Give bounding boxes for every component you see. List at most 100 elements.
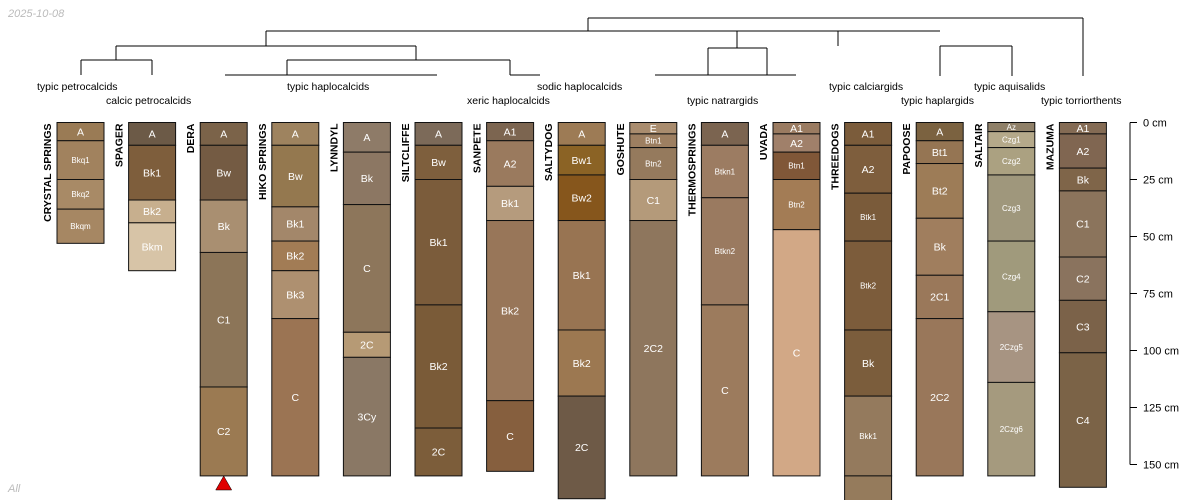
depth-tick-label: 0 cm — [1143, 118, 1167, 130]
horizon-label: 2C — [360, 340, 374, 352]
profile-thermosprings: A Btkn1 Btkn2 C THERMOSPRINGS — [686, 122, 749, 477]
horizon-label: Bk2 — [429, 361, 447, 373]
horizon-label: Bw1 — [571, 155, 592, 167]
horizon-label: A1 — [790, 123, 803, 135]
horizon-bt2 — [915, 163, 964, 219]
horizon-label: Bk — [1077, 174, 1090, 186]
profile-name: HIKO SPRINGS — [257, 124, 269, 200]
horizon-label: A — [77, 126, 84, 138]
horizon-label: Bk1 — [573, 270, 591, 282]
horizon-c3 — [1058, 299, 1107, 354]
soil-profiles: A Bkq1 Bkq2 Bkqm CRYSTAL SPRINGS A Bk1 Bk2 Bkm SP… — [42, 122, 1107, 500]
profile-mazuma: A1 A2 Bk C1 C2 C3 C4 MAZUMA — [1044, 122, 1107, 488]
horizon-2c2 — [915, 318, 964, 477]
horizon-label: Bk1 — [286, 219, 304, 231]
horizon-bk1 — [557, 220, 606, 331]
horizon-label: Bk3 — [286, 289, 304, 301]
horizon-label: A1 — [1076, 123, 1089, 135]
horizon-czg2 — [987, 147, 1036, 176]
profile-siltcliffe: A Bw Bk1 Bk2 2C SILTCLIFFE — [400, 122, 463, 477]
group-label: typic haplocalcids — [287, 81, 369, 93]
horizon-label: C4 — [1076, 415, 1090, 427]
horizon-label: 2Czg6 — [1000, 425, 1024, 434]
horizon-label: A — [721, 129, 728, 141]
horizon-btn2 — [772, 179, 821, 231]
horizon-label: Bk2 — [143, 206, 161, 218]
horizon-label: Bw — [216, 167, 231, 179]
horizon-label: A — [578, 129, 585, 141]
horizon-2c — [342, 331, 391, 358]
horizon-label: Czg4 — [1002, 272, 1021, 281]
profile-name: CRYSTAL SPRINGS — [42, 124, 54, 222]
horizon-bk1 — [414, 179, 463, 306]
group-label: typic haplargids — [901, 95, 974, 107]
horizon-label: Btn2 — [788, 200, 805, 209]
horizon-bk — [844, 329, 893, 397]
group-label: typic calciargids — [829, 81, 903, 93]
profile-saltydog: A Bw1 Bw2 Bk1 Bk2 2C SALTYDOG — [543, 122, 606, 500]
horizon-label: C — [721, 385, 729, 397]
horizon-label: Czg3 — [1002, 204, 1021, 213]
profile-goshute: E Btn1 Btn2 C1 2C2 GOSHUTE — [615, 122, 678, 477]
horizon-label: Az — [1007, 123, 1016, 132]
profile-name: UVADA — [758, 123, 770, 160]
horizon-label: Btkn1 — [715, 167, 736, 176]
horizon-label: A2 — [1076, 146, 1089, 158]
horizon-label: Bk1 — [143, 167, 161, 179]
horizon-label: Bkk1 — [859, 432, 877, 441]
horizon-bk — [199, 199, 248, 253]
horizon-label: 2Czg5 — [1000, 343, 1024, 352]
horizon-c — [486, 400, 535, 472]
horizon-2c — [557, 395, 606, 500]
group-label: typic aquisalids — [974, 81, 1045, 93]
horizon-3cy — [342, 356, 391, 477]
horizon-label: Btn2 — [645, 159, 662, 168]
horizon-unlabeled — [844, 475, 893, 500]
horizon-bkqm — [56, 208, 105, 244]
horizon-label: Bk2 — [573, 358, 591, 370]
horizon-bk2 — [486, 220, 535, 402]
profile-name: MAZUMA — [1044, 123, 1056, 170]
horizon-label: 3Cy — [358, 411, 377, 423]
horizon-btkn2 — [700, 197, 749, 306]
profile-spager: A Bk1 Bk2 Bkm SPAGER — [114, 122, 177, 272]
horizon-label: Bk — [218, 221, 231, 233]
horizon-label: Btn1 — [788, 162, 805, 171]
horizon-label: Btn1 — [645, 137, 662, 146]
group-label: typic natrargids — [687, 95, 758, 107]
horizon-bw2 — [557, 174, 606, 222]
horizon-btk2 — [844, 240, 893, 331]
horizon-label: 2C1 — [930, 292, 949, 304]
profile-threedogs: A1 A2 Btk1 Btk2 Bk Bkk1 THREEDOGS — [830, 122, 893, 500]
depth-tick-label: 25 cm — [1143, 175, 1173, 187]
horizon-label: Bk — [361, 173, 374, 185]
dendrogram: typic petrocalcids calcic petrocalcids typ… — [37, 17, 1122, 107]
horizon-bk — [915, 217, 964, 276]
horizon-bw — [199, 144, 248, 201]
horizon-label: Bw2 — [571, 193, 592, 205]
depth-tick-label: 50 cm — [1143, 232, 1173, 244]
horizon-a — [342, 122, 391, 153]
horizon-label: C — [363, 263, 371, 275]
horizon-c — [772, 229, 821, 477]
horizon-c2 — [1058, 256, 1107, 301]
horizon-label: Bk2 — [501, 305, 519, 317]
profile-name: THERMOSPRINGS — [686, 124, 698, 217]
horizon-label: Czg1 — [1002, 135, 1021, 144]
depth-tick-label: 100 cm — [1143, 346, 1179, 358]
depth-axis: 0 cm 25 cm 50 cm 75 cm 100 cm 125 cm 150 cm — [1129, 118, 1179, 472]
horizon-label: A2 — [862, 164, 875, 176]
horizon-label: Bw — [288, 171, 303, 183]
horizon-label: A2 — [504, 158, 517, 170]
profile-sanpete: A1 A2 Bk1 Bk2 C SANPETE — [472, 122, 535, 472]
profile-name: SILTCLIFFE — [400, 124, 412, 183]
profile-dera: A Bw Bk C1 C2 DERA — [185, 122, 248, 477]
horizon-label: C — [793, 348, 801, 360]
horizon-2czg6 — [987, 381, 1036, 477]
horizon-czg4 — [987, 240, 1036, 313]
horizon-label: Bt1 — [932, 147, 948, 159]
horizon-bk2 — [414, 304, 463, 429]
horizon-label: Bkm — [142, 242, 163, 254]
horizon-label: C1 — [217, 315, 231, 327]
profile-name: LYNNDYL — [328, 123, 340, 172]
